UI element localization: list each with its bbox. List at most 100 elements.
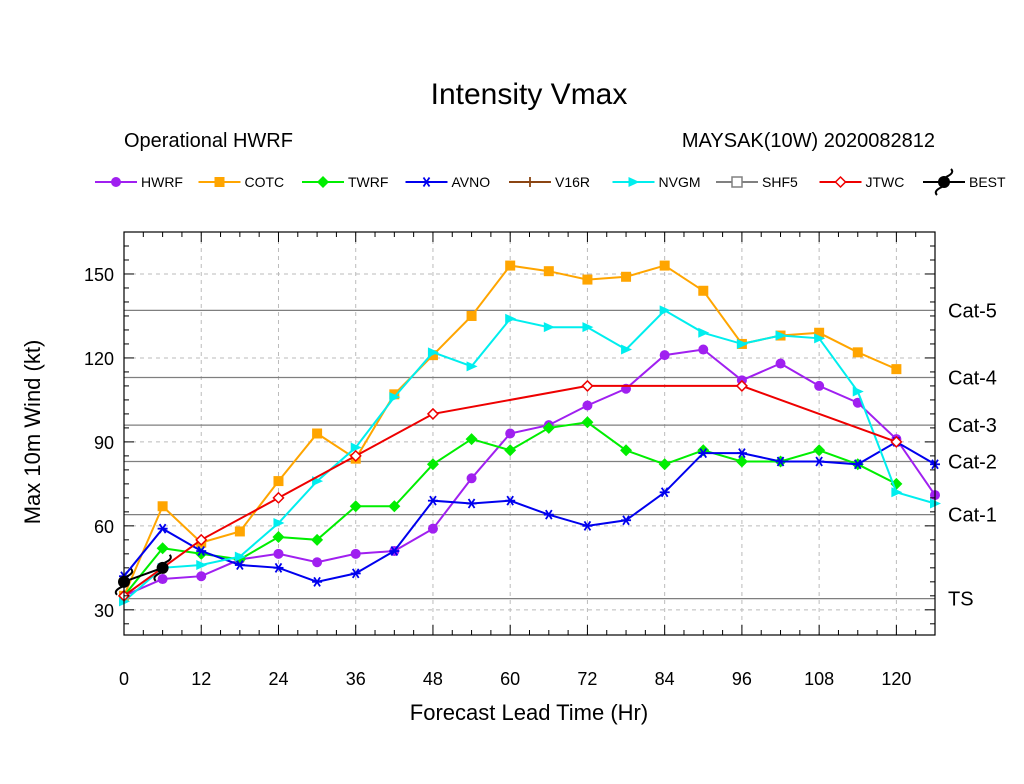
legend-label: TWRF — [348, 174, 388, 190]
data-point — [852, 459, 863, 470]
chart-title: Intensity Vmax — [431, 78, 628, 111]
x-axis-label: Forecast Lead Time (Hr) — [410, 700, 648, 725]
data-point — [153, 554, 172, 582]
x-tick-label: 48 — [423, 669, 443, 689]
x-tick-label: 36 — [346, 669, 366, 689]
category-label: Cat-1 — [948, 505, 997, 527]
legend-label: NVGM — [659, 174, 701, 190]
data-point — [350, 548, 361, 559]
series-line — [123, 566, 163, 583]
legend-label: JTWC — [866, 174, 905, 190]
data-point — [891, 364, 902, 375]
plot-frame — [123, 231, 936, 636]
data-point — [273, 476, 284, 487]
asterisk-stroke — [815, 456, 823, 467]
data-point — [542, 421, 555, 434]
x-tick-label: 120 — [881, 669, 911, 689]
data-point — [621, 515, 632, 526]
data-point — [234, 560, 245, 571]
data-point — [349, 449, 362, 462]
data-point — [659, 350, 670, 361]
data-point — [214, 177, 225, 187]
hurricane-arm — [164, 554, 172, 564]
data-point — [272, 531, 285, 544]
hurricane-arm — [114, 585, 123, 596]
data-point — [234, 526, 245, 537]
data-point — [389, 546, 400, 557]
data-point — [504, 444, 517, 457]
hurricane-arm — [934, 186, 943, 196]
asterisk-stroke — [738, 448, 746, 459]
hurricane-eye — [156, 561, 169, 574]
y-tick-label: 60 — [94, 517, 114, 537]
data-point — [505, 260, 516, 271]
data-point — [621, 344, 633, 355]
data-point — [196, 560, 208, 571]
data-point — [273, 548, 284, 559]
category-label: Cat-2 — [948, 451, 997, 473]
data-point — [814, 333, 826, 344]
y-axis-label: Max 10m Wind (kt) — [20, 340, 45, 525]
chart-grid — [124, 232, 935, 635]
data-point — [852, 386, 864, 397]
data-point — [581, 416, 594, 429]
legend-item-shf5: SHF5 — [716, 174, 798, 190]
legend-item-hwrf: HWRF — [95, 174, 183, 190]
legend-item-jtwc: JTWC — [819, 174, 905, 190]
data-point — [389, 389, 400, 400]
data-point — [465, 433, 478, 446]
data-point — [312, 557, 323, 568]
hurricane-eye — [938, 176, 950, 188]
data-point — [582, 322, 594, 333]
data-point — [813, 444, 826, 457]
data-point — [349, 500, 362, 513]
series-line — [123, 440, 936, 583]
asterisk-stroke — [274, 562, 283, 573]
data-point — [427, 347, 439, 358]
category-label: Cat-4 — [948, 368, 997, 390]
legend-label: AVNO — [452, 174, 491, 190]
data-point — [505, 428, 516, 439]
data-point — [543, 322, 555, 333]
data-point — [317, 176, 329, 188]
category-threshold-lines: TS Cat-1 Cat-2 Cat-3 Cat-4 Cat-5 — [124, 300, 997, 611]
y-tick-label: 120 — [84, 349, 114, 369]
data-point — [852, 347, 863, 358]
legend-item-best: BEST — [923, 168, 1006, 196]
data-point — [427, 350, 438, 361]
data-point — [427, 523, 438, 534]
data-point — [775, 358, 786, 369]
data-point — [658, 458, 671, 471]
asterisk-stroke — [622, 515, 630, 526]
x-tick-label: 72 — [577, 669, 597, 689]
data-point — [659, 305, 671, 316]
data-point — [525, 177, 535, 187]
data-point — [111, 177, 121, 187]
asterisk-stroke — [854, 459, 862, 470]
data-point — [312, 428, 323, 439]
data-point — [890, 435, 903, 448]
data-point — [389, 392, 401, 403]
y-tick-label: 30 — [94, 601, 114, 621]
x-tick-label: 96 — [732, 669, 752, 689]
data-point — [775, 330, 787, 341]
data-point — [311, 533, 324, 546]
data-point — [543, 509, 554, 520]
data-point — [582, 400, 593, 411]
legend-label: HWRF — [141, 174, 183, 190]
data-point — [505, 495, 516, 506]
series-avno — [119, 436, 940, 587]
data-point — [196, 571, 207, 582]
data-point — [466, 473, 477, 484]
data-point — [620, 444, 633, 457]
asterisk-stroke — [313, 576, 321, 587]
data-point — [196, 546, 207, 557]
asterisk-stroke — [699, 448, 708, 459]
data-point — [891, 487, 903, 498]
asterisk-stroke — [429, 495, 437, 506]
data-point — [157, 574, 168, 585]
data-point — [273, 562, 284, 573]
data-point — [543, 266, 554, 277]
category-label: Cat-5 — [948, 300, 997, 322]
